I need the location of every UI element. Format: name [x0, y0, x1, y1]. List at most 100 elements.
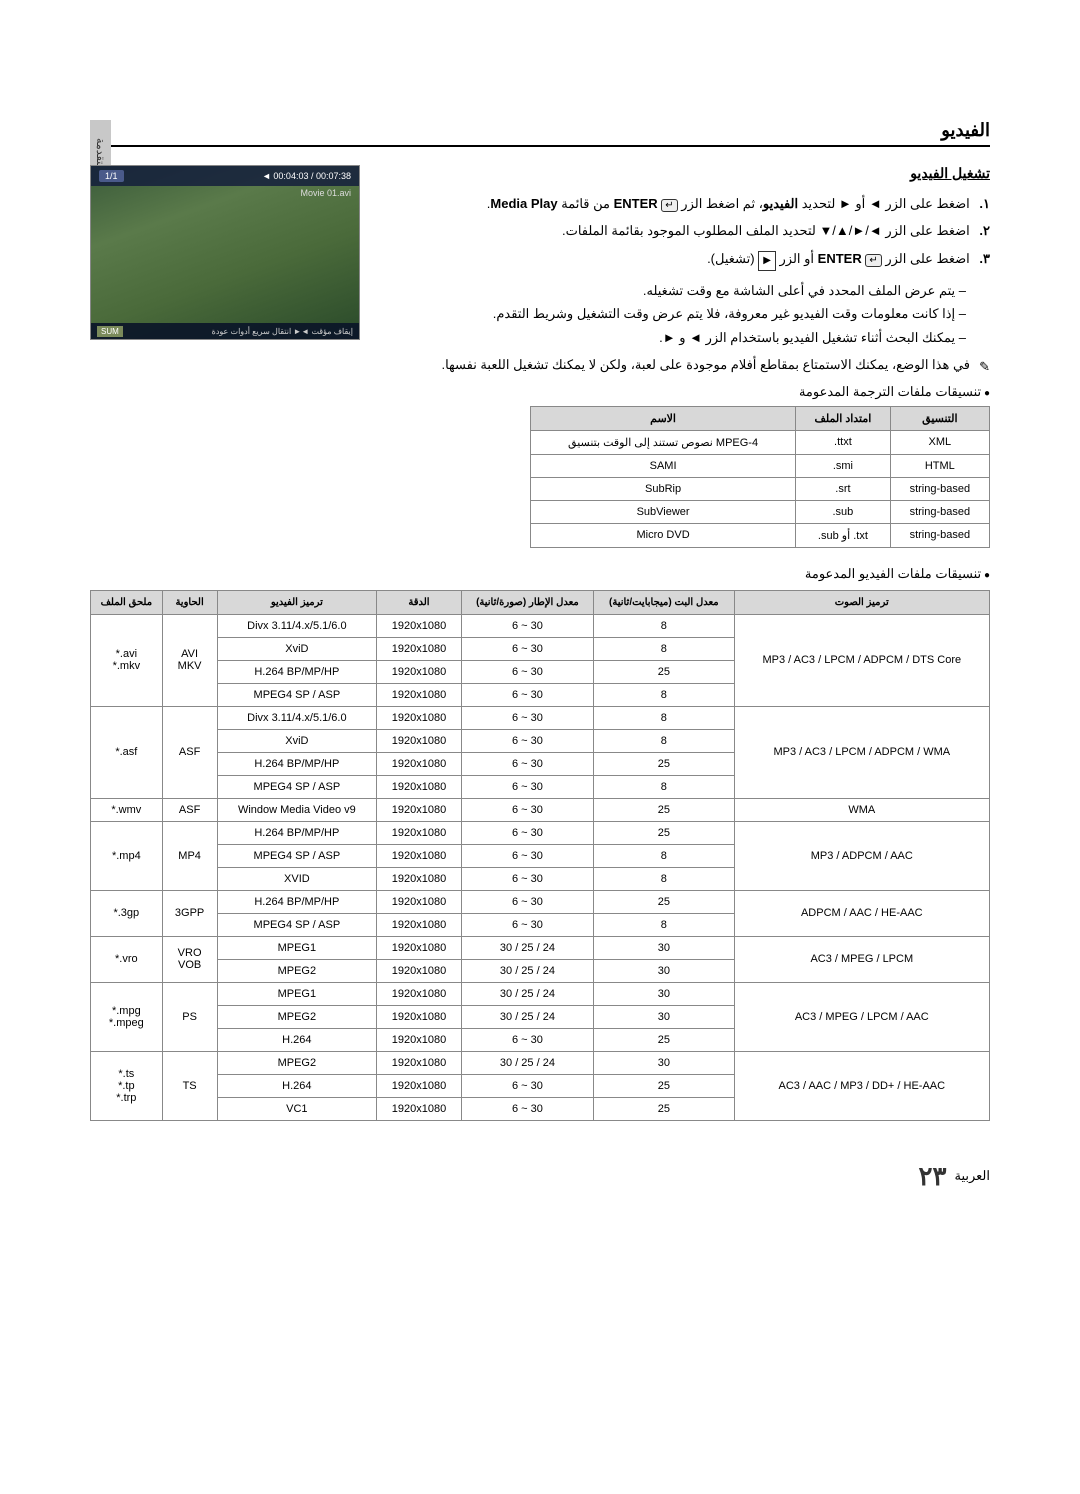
- cell-res: 1920x1080: [377, 1028, 462, 1051]
- cell-res: 1920x1080: [377, 614, 462, 637]
- cell-bitrate: 8: [594, 913, 735, 936]
- cell-res: 1920x1080: [377, 821, 462, 844]
- cell-res: 1920x1080: [377, 1005, 462, 1028]
- th-ext: ملحق الملف: [91, 590, 163, 614]
- ss-sum: SUM: [97, 326, 123, 337]
- subtitle-table: الاسم امتداد الملف التنسيق نصوص تستند إل…: [530, 406, 990, 548]
- bullet-video: تنسيقات ملفات الفيديو المدعومة: [90, 566, 990, 582]
- cell-bitrate: 8: [594, 775, 735, 798]
- cell-bitrate: 30: [594, 936, 735, 959]
- cell-acodec: MP3 / ADPCM / AAC: [734, 821, 989, 890]
- table-row: *.mp4MP4H.264 BP/MP/HP1920x10806 ~ 3025M…: [91, 821, 990, 844]
- table-cell: .ttxt: [796, 430, 891, 454]
- cell-ext: *.mp4: [91, 821, 163, 890]
- cell-res: 1920x1080: [377, 683, 462, 706]
- cell-res: 1920x1080: [377, 1074, 462, 1097]
- step-2: ٢. اضغط على الزر ◄/►/▲/▼ لتحديد الملف ال…: [380, 219, 990, 242]
- cell-fps: 6 ~ 30: [461, 867, 593, 890]
- step-1: ١. اضغط على الزر ◄ أو ► لتحديد الفيديو، …: [380, 192, 990, 215]
- video-table: ملحق الملف الحاوية ترميز الفيديو الدقة م…: [90, 590, 990, 1121]
- cell-vcodec: VC1: [217, 1097, 377, 1120]
- table-cell: .srt: [796, 477, 891, 500]
- cell-fps: 6 ~ 30: [461, 752, 593, 775]
- cell-acodec: AC3 / MPEG / LPCM: [734, 936, 989, 982]
- cell-res: 1920x1080: [377, 982, 462, 1005]
- th-format: التنسيق: [890, 406, 989, 430]
- cell-bitrate: 25: [594, 821, 735, 844]
- steps-list: ١. اضغط على الزر ◄ أو ► لتحديد الفيديو، …: [380, 192, 990, 271]
- cell-vcodec: MPEG1: [217, 982, 377, 1005]
- step-3: ٣. اضغط على الزر ↵ ENTER أو الزر ▶ (تشغي…: [380, 247, 990, 271]
- cell-res: 1920x1080: [377, 1051, 462, 1074]
- cell-vcodec: MPEG2: [217, 959, 377, 982]
- cell-fps: 6 ~ 30: [461, 798, 593, 821]
- play-icon: ◄: [262, 171, 271, 181]
- table-cell: XML: [890, 430, 989, 454]
- cell-fps: 6 ~ 30: [461, 706, 593, 729]
- cell-bitrate: 30: [594, 1051, 735, 1074]
- cell-vcodec: MPEG1: [217, 936, 377, 959]
- cell-fps: 6 ~ 30: [461, 890, 593, 913]
- th-fps: معدل الإطار (صورة/ثانية): [461, 590, 593, 614]
- cell-bitrate: 8: [594, 614, 735, 637]
- cell-container: TS: [162, 1051, 217, 1120]
- table-row: Micro DVD.sub أو .txtstring-based: [531, 523, 990, 547]
- cell-container: ASF: [162, 798, 217, 821]
- cell-fps: 6 ~ 30: [461, 729, 593, 752]
- th-acodec: ترميز الصوت: [734, 590, 989, 614]
- page-number: ٢٣: [919, 1161, 947, 1192]
- ss-topbar: ◄ 00:04:03 / 00:07:38 1/1: [91, 166, 359, 186]
- table-cell: SubRip: [531, 477, 796, 500]
- cell-ext: *.wmv: [91, 798, 163, 821]
- cell-bitrate: 25: [594, 1097, 735, 1120]
- cell-acodec: MP3 / AC3 / LPCM / ADPCM / WMA: [734, 706, 989, 798]
- cell-ext: *.ts *.tp *.trp: [91, 1051, 163, 1120]
- cell-container: VRO VOB: [162, 936, 217, 982]
- cell-res: 1920x1080: [377, 936, 462, 959]
- cell-bitrate: 25: [594, 752, 735, 775]
- cell-fps: 30 / 25 / 24: [461, 959, 593, 982]
- cell-fps: 30 / 25 / 24: [461, 936, 593, 959]
- cell-res: 1920x1080: [377, 637, 462, 660]
- table-cell: .smi: [796, 454, 891, 477]
- cell-res: 1920x1080: [377, 660, 462, 683]
- ss-controls: إيقاف مؤقت ◄► انتقال سريع أدوات عودة: [212, 327, 353, 336]
- table-row: SubViewer.substring-based: [531, 500, 990, 523]
- cell-res: 1920x1080: [377, 867, 462, 890]
- cell-bitrate: 30: [594, 1005, 735, 1028]
- cell-bitrate: 30: [594, 959, 735, 982]
- note-icon: ✎: [979, 357, 990, 378]
- cell-res: 1920x1080: [377, 844, 462, 867]
- cell-fps: 30 / 25 / 24: [461, 1051, 593, 1074]
- th-name: الاسم: [531, 406, 796, 430]
- cell-vcodec: Divx 3.11/4.x/5.1/6.0: [217, 614, 377, 637]
- subsection-title: تشغيل الفيديو: [380, 165, 990, 182]
- cell-vcodec: H.264: [217, 1074, 377, 1097]
- ss-bottombar: SUM إيقاف مؤقت ◄► انتقال سريع أدوات عودة: [91, 323, 359, 339]
- cell-res: 1920x1080: [377, 798, 462, 821]
- cell-container: 3GPP: [162, 890, 217, 936]
- th-container: الحاوية: [162, 590, 217, 614]
- table-row: *.mpg *.mpegPSMPEG11920x108030 / 25 / 24…: [91, 982, 990, 1005]
- cell-bitrate: 8: [594, 706, 735, 729]
- cell-vcodec: Window Media Video v9: [217, 798, 377, 821]
- sub-item: يمكنك البحث أثناء تشغيل الفيديو باستخدام…: [380, 326, 966, 349]
- cell-vcodec: MPEG4 SP / ASP: [217, 775, 377, 798]
- cell-fps: 6 ~ 30: [461, 844, 593, 867]
- table-cell: Micro DVD: [531, 523, 796, 547]
- table-cell: .sub: [796, 500, 891, 523]
- cell-ext: *.avi *.mkv: [91, 614, 163, 706]
- cell-acodec: MP3 / AC3 / LPCM / ADPCM / DTS Core: [734, 614, 989, 706]
- table-cell: SAMI: [531, 454, 796, 477]
- cell-acodec: WMA: [734, 798, 989, 821]
- table-row: *.vroVRO VOBMPEG11920x108030 / 25 / 2430…: [91, 936, 990, 959]
- table-row: *.wmvASFWindow Media Video v91920x10806 …: [91, 798, 990, 821]
- cell-fps: 6 ~ 30: [461, 821, 593, 844]
- bullet-subtitle: تنسيقات ملفات الترجمة المدعومة: [380, 384, 990, 400]
- th-bitrate: معدل البت (ميجابايت/ثانية): [594, 590, 735, 614]
- cell-container: MP4: [162, 821, 217, 890]
- cell-acodec: AC3 / MPEG / LPCM / AAC: [734, 982, 989, 1051]
- table-cell: .sub أو .txt: [796, 523, 891, 547]
- sub-item: يتم عرض الملف المحدد في أعلى الشاشة مع و…: [380, 279, 966, 302]
- th-ext: امتداد الملف: [796, 406, 891, 430]
